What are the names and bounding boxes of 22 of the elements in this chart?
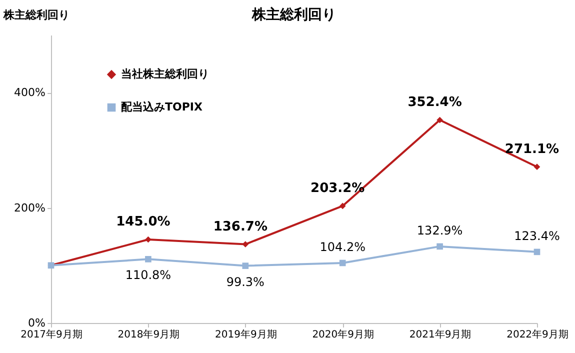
data-label: 110.8% [125, 268, 172, 282]
data-label: 352.4% [408, 95, 462, 110]
x-tick-label: 2022年9月期 [506, 328, 568, 340]
data-label: 136.7% [213, 219, 268, 234]
data-label: 99.3% [226, 274, 264, 289]
data-label: 271.1% [504, 142, 560, 157]
y-tick-label: 200% [14, 201, 46, 214]
y-tick-label: 400% [14, 86, 46, 100]
data-label: 123.4% [514, 228, 560, 243]
x-tick-label: 2018年9月期 [118, 328, 180, 340]
data-label: 145.0% [116, 214, 170, 230]
legend-label: 当社株主総利回り [121, 68, 209, 80]
y-tick-label: 0% [28, 316, 46, 330]
x-tick-label: 2021年9月期 [409, 328, 472, 340]
data-label: 104.2% [320, 240, 366, 254]
x-tick-label: 2020年9月期 [312, 328, 374, 340]
legend-label: 配当込みTOPIX [121, 100, 204, 114]
y-axis-title: 株主総利回り [2, 8, 70, 22]
chart-title: 株主総利回り [251, 6, 336, 23]
x-tick-label: 2017年9月期 [20, 328, 82, 340]
data-label: 132.9% [416, 223, 463, 238]
x-tick-label: 2019年9月期 [214, 328, 277, 340]
